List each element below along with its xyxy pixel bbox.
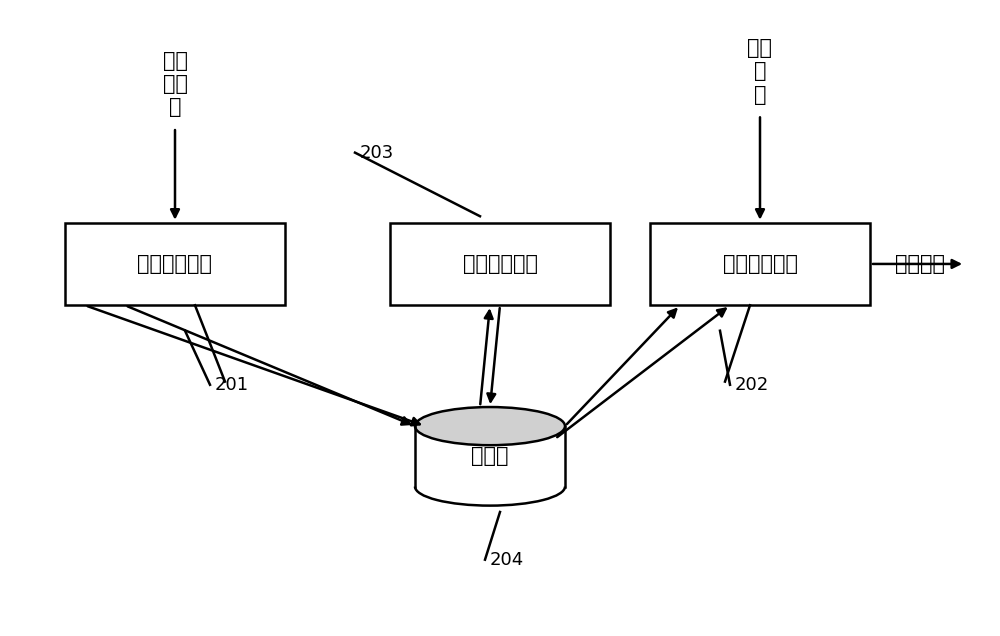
Text: 索引合并装置: 索引合并装置 (462, 254, 538, 274)
Bar (65, 223, 285, 305)
Text: 动态
文档
集: 动态 文档 集 (162, 51, 188, 117)
Text: 索引检索装置: 索引检索装置 (722, 254, 798, 274)
Text: 索引库: 索引库 (471, 446, 509, 466)
Bar (650, 223, 870, 305)
Text: 201: 201 (215, 376, 249, 394)
Text: 检索结果: 检索结果 (895, 254, 945, 274)
Ellipse shape (415, 407, 565, 445)
Text: 索引添加装置: 索引添加装置 (138, 254, 212, 274)
Text: 202: 202 (735, 376, 769, 394)
Text: 204: 204 (490, 551, 524, 569)
Text: 203: 203 (360, 144, 394, 162)
Text: 用户
查
询: 用户 查 询 (748, 38, 772, 104)
Bar (390, 223, 610, 305)
